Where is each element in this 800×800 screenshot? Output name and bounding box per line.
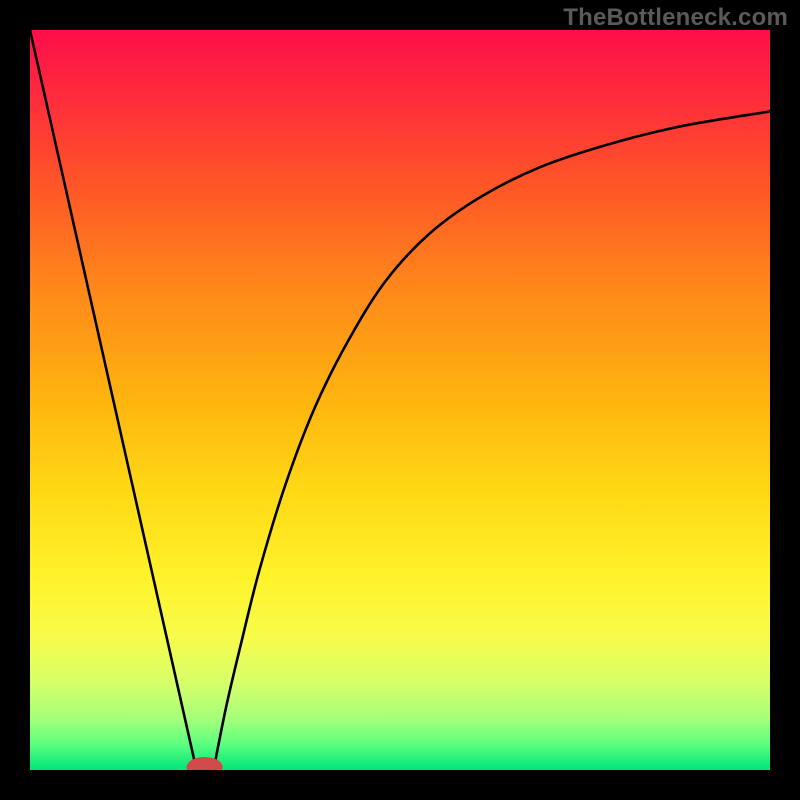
plot-background	[30, 30, 770, 770]
bottleneck-chart	[0, 0, 800, 800]
watermark-label: TheBottleneck.com	[563, 4, 788, 32]
chart-container: TheBottleneck.com	[0, 0, 800, 800]
